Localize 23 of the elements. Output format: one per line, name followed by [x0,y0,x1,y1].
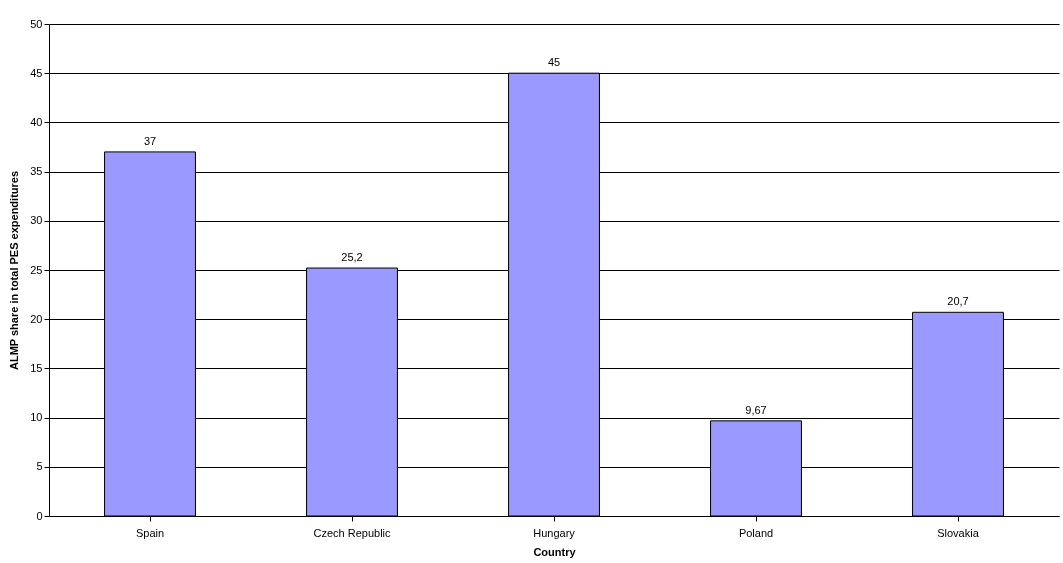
data-label: 9,67 [745,403,767,416]
y-tick-label: 5 [36,460,43,473]
y-tick-label: 25 [30,263,43,276]
x-tick-label: Slovakia [937,526,980,539]
x-tick-label: Czech Republic [313,526,392,539]
y-tick-label: 40 [30,115,43,128]
y-tick-label: 45 [30,66,43,79]
data-label: 25,2 [341,251,363,264]
data-label: 20,7 [947,295,969,308]
y-tick-label: 15 [30,361,43,374]
y-tick-label: 35 [30,165,43,178]
y-tick-label: 50 [30,17,43,30]
x-tick-label: Poland [738,526,774,539]
y-tick-label: 30 [30,214,43,227]
data-label: 45 [547,56,561,69]
y-tick-label: 0 [36,509,43,522]
y-axis-title: ALMP share in total PES expenditures [8,170,21,371]
data-label: 37 [143,134,157,147]
y-tick-label: 20 [30,312,43,325]
x-tick-label: Hungary [533,526,576,539]
x-axis-title: Country [533,545,577,558]
x-tick-label: Spain [135,526,165,539]
y-tick-label: 10 [30,411,43,424]
